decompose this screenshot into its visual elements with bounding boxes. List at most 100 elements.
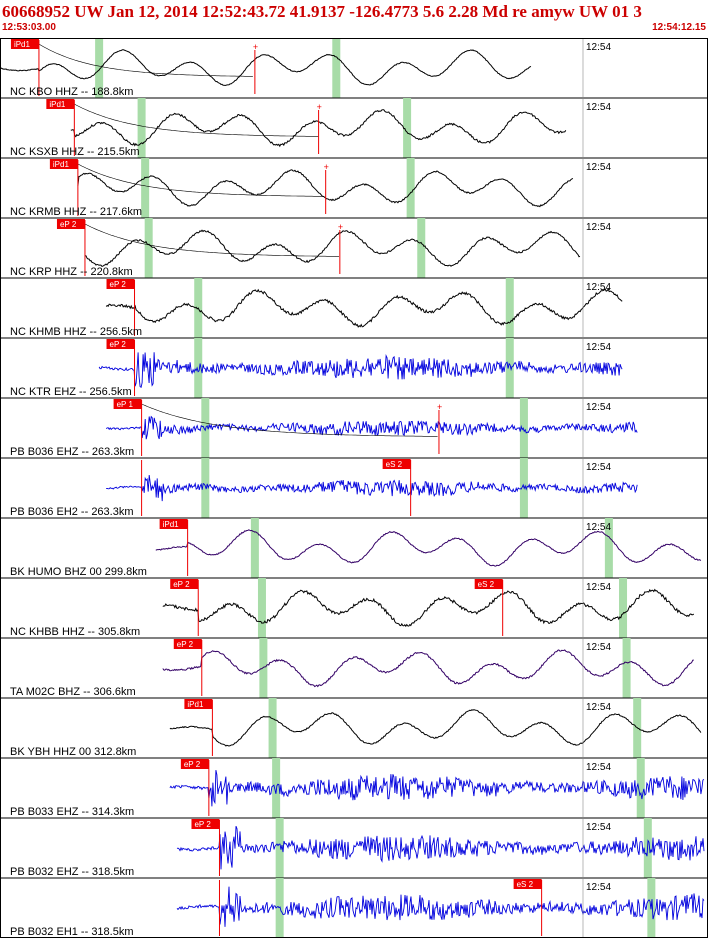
pick-label: eS 2 [478,580,495,589]
pick-label: eS 2 [386,460,403,469]
waveform [169,770,705,807]
pick-flag [191,819,220,829]
coda-curve [77,163,324,197]
minute-label: 12:54 [586,342,611,353]
window-marker [257,578,266,638]
window-marker [201,458,210,518]
minute-label: 12:54 [586,462,611,473]
minute-label: 12:54 [586,702,611,713]
station-label: PB B036 EH2 -- 263.3km [10,506,134,518]
station-label: PB B036 EHZ -- 263.3km [10,446,134,458]
window-marker [137,98,146,158]
window-marker [519,398,528,458]
trace-9: eP 2 eS 2 12:54 NC KHBB HHZ -- 305.8km [0,578,708,639]
window-marker [417,218,426,278]
minute-label: 12:54 [586,822,611,833]
pick-flag [184,699,213,709]
window-marker [505,338,514,398]
pick-flag [159,519,188,529]
pick-label: iPd1 [14,40,31,49]
pick-label: eP 2 [173,580,190,589]
minute-label: 12:54 [586,882,611,893]
pick-label: iPd1 [49,100,66,109]
trace-10: eP 2 12:54 TA M02C BHZ -- 306.6km [0,638,708,699]
pick-label: eP 2 [60,220,77,229]
waveform [84,229,581,267]
minute-label: 12:54 [586,282,611,293]
pick-flag [170,579,199,589]
pick-label: eP 2 [110,280,127,289]
trace-2: + iPd1 12:54 NC KRMB HHZ -- 217.6km [0,158,708,219]
window-marker [272,758,281,818]
station-label: NC KRP HHZ -- 220.8km [10,266,133,278]
station-label: PB B033 EHZ -- 314.3km [10,806,134,818]
pick-flag [56,219,85,229]
pick-label: iPd1 [53,160,70,169]
header: 60668952 UW Jan 12, 2014 12:52:43.72 41.… [0,0,708,38]
pick-flag [180,759,209,769]
minute-label: 12:54 [586,402,611,413]
window-marker [250,518,259,578]
coda-curve [141,403,438,437]
pick-label: eS 2 [517,880,534,889]
pick-flag [113,399,142,409]
pick-flag [106,339,135,349]
station-label: BK YBH HHZ 00 312.8km [10,746,136,758]
waveform [0,49,532,87]
trace-7: eS 2 12:54 PB B036 EH2 -- 263.3km [0,458,708,519]
trace-11: iPd1 12:54 BK YBH HHZ 00 312.8km [0,698,708,759]
trace-4: eP 2 12:54 NC KHMB HHZ -- 256.5km [0,278,708,339]
pick-label: eP 2 [177,640,194,649]
window-marker [604,518,613,578]
window-marker [403,98,412,158]
station-label: NC KHMB HHZ -- 256.5km [10,326,142,338]
coda-plus: + [324,162,329,172]
waveform [98,352,623,389]
window-marker [194,338,203,398]
pick-label: iPd1 [163,520,180,529]
pick-flag [106,279,135,289]
coda-curve [38,43,253,77]
coda-plus: + [437,402,442,412]
window-marker [406,158,415,218]
waveform [105,415,638,440]
minute-label: 12:54 [586,582,611,593]
pick-flag [173,639,202,649]
station-label: NC KSXB HHZ -- 215.5km [10,146,140,158]
coda-curve [84,223,339,257]
window-marker [201,398,210,458]
end-time: 12:54:12.15 [652,22,706,33]
pick-label: iPd1 [187,700,204,709]
station-label: TA M02C BHZ -- 306.6km [10,686,136,698]
station-label: NC KHBB HHZ -- 305.8km [10,626,140,638]
waveform [162,649,694,688]
trace-6: + eP 1 12:54 PB B036 EHZ -- 263.3km [0,398,708,459]
window-marker [636,758,645,818]
seismogram-panel: + iPd1 12:54 NC KBO HHZ -- 188.8km + iPd1 12:5… [0,38,708,938]
window-marker [275,878,284,938]
window-marker [275,818,284,878]
pick-flag [46,99,75,109]
waveform [105,288,623,328]
station-label: PB B032 EH1 -- 318.5km [10,926,134,938]
trace-12: eP 2 12:54 PB B033 EHZ -- 314.3km [0,758,708,819]
waveform [155,529,702,567]
pick-flag [10,39,39,49]
window-marker [332,38,341,98]
window-marker [619,578,628,638]
trace-14: eS 2 12:54 PB B032 EH1 -- 318.5km [0,878,708,938]
trace-0: + iPd1 12:54 NC KBO HHZ -- 188.8km [0,38,708,99]
pick-flag [474,579,503,589]
station-label: NC KRMB HHZ -- 217.6km [10,206,142,218]
window-marker [144,218,153,278]
waveform [106,474,638,502]
coda-curve [74,103,319,137]
pick-label: eP 1 [117,400,134,409]
trace-13: eP 2 12:54 PB B032 EHZ -- 318.5km [0,818,708,879]
station-label: NC KTR EHZ -- 256.5km [10,386,132,398]
minute-label: 12:54 [586,162,611,173]
frame [0,38,708,938]
waveform [176,825,705,870]
trace-3: + eP 2 12:54 NC KRP HHZ -- 220.8km [0,218,708,279]
coda-plus: + [338,222,343,232]
